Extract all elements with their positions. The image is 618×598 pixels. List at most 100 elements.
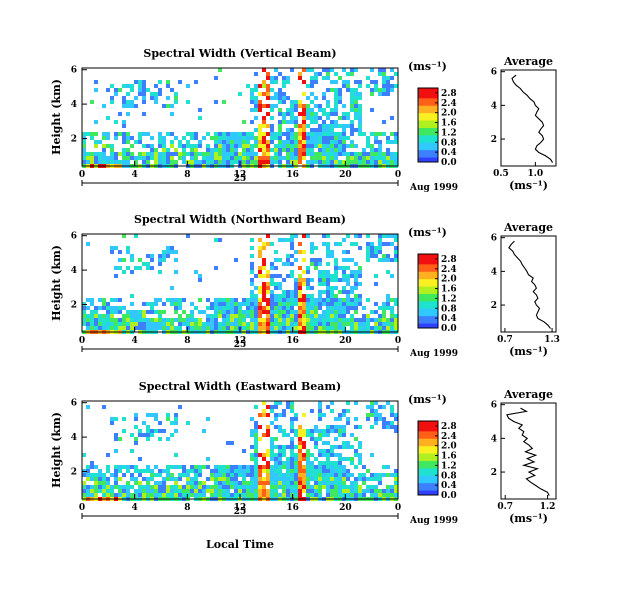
heatmap-cell: [114, 120, 118, 124]
heatmap-cell: [250, 270, 254, 274]
y-tick-label: 4: [71, 266, 77, 276]
heatmap-cell: [266, 124, 270, 128]
colorbar-swatch: [418, 100, 438, 104]
heatmap-cell: [294, 258, 298, 262]
heatmap-cell: [134, 314, 138, 318]
heatmap-cell: [218, 465, 222, 469]
heatmap-cell: [326, 148, 330, 152]
colorbar-swatch: [418, 110, 438, 114]
heatmap-cell: [258, 148, 262, 152]
heatmap-cell: [226, 493, 230, 497]
heatmap-cell: [318, 405, 322, 409]
heatmap-cell: [158, 429, 162, 433]
heatmap-cell: [374, 160, 378, 164]
heatmap-cell: [130, 433, 134, 437]
heatmap-cell: [118, 469, 122, 473]
heatmap-cell: [370, 409, 374, 413]
heatmap-cell: [250, 417, 254, 421]
heatmap-cell: [258, 108, 262, 112]
heatmap-cell: [322, 270, 326, 274]
heatmap-cell: [258, 310, 262, 314]
heatmap-cell: [382, 417, 386, 421]
heatmap-cell: [358, 322, 362, 326]
heatmap-cell: [266, 96, 270, 100]
heatmap-cell: [226, 144, 230, 148]
colorbar-swatch: [418, 421, 438, 424]
heatmap-cell: [306, 136, 310, 140]
heatmap-cell: [278, 322, 282, 326]
heatmap-cell: [170, 322, 174, 326]
heatmap-cell: [306, 278, 310, 282]
heatmap-cell: [214, 76, 218, 80]
heatmap-cell: [166, 326, 170, 330]
heatmap-cell: [238, 306, 242, 310]
heatmap-cell: [138, 473, 142, 477]
heatmap-cell: [354, 481, 358, 485]
heatmap-cell: [234, 156, 238, 160]
heatmap-cell: [166, 104, 170, 108]
heatmap-cell: [326, 290, 330, 294]
heatmap-cell: [366, 298, 370, 302]
heatmap-cell: [354, 242, 358, 246]
heatmap-cell: [342, 441, 346, 445]
average-title: Average: [503, 388, 553, 401]
heatmap-cell: [130, 326, 134, 330]
heatmap-cell: [194, 136, 198, 140]
heatmap-cell: [94, 465, 98, 469]
heatmap-cell: [346, 72, 350, 76]
heatmap-cell: [206, 318, 210, 322]
heatmap-cell: [166, 465, 170, 469]
heatmap-cell: [234, 302, 238, 306]
heatmap-cell: [146, 266, 150, 270]
heatmap-cell: [258, 286, 262, 290]
heatmap-cell: [330, 481, 334, 485]
heatmap-cell: [130, 156, 134, 160]
heatmap-cell: [266, 429, 270, 433]
heatmap-cell: [314, 140, 318, 144]
heatmap-cell: [298, 128, 302, 132]
heatmap-cell: [282, 302, 286, 306]
heatmap-cell: [250, 445, 254, 449]
heatmap-cell: [310, 485, 314, 489]
heatmap-cell: [358, 441, 362, 445]
heatmap-cell: [326, 128, 330, 132]
heatmap-cell: [166, 485, 170, 489]
heatmap-cell: [294, 493, 298, 497]
heatmap-cell: [282, 445, 286, 449]
heatmap-cell: [250, 108, 254, 112]
heatmap-cell: [158, 310, 162, 314]
heatmap-cell: [302, 124, 306, 128]
heatmap-cell: [174, 306, 178, 310]
heatmap-cell: [302, 322, 306, 326]
heatmap-cell: [290, 152, 294, 156]
heatmap-cell: [302, 310, 306, 314]
heatmap-cell: [322, 441, 326, 445]
heatmap-cell: [386, 254, 390, 258]
heatmap-cell: [266, 449, 270, 453]
heatmap-cell: [386, 156, 390, 160]
heatmap-cell: [342, 477, 346, 481]
heatmap-cell: [366, 246, 370, 250]
heatmap-cell: [146, 437, 150, 441]
heatmap-cell: [182, 152, 186, 156]
colorbar-swatch: [418, 278, 438, 282]
heatmap-cell: [382, 314, 386, 318]
heatmap-cell: [82, 148, 86, 152]
heatmap-cell: [342, 148, 346, 152]
heatmap-cell: [262, 242, 266, 246]
heatmap-cell: [350, 144, 354, 148]
heatmap-cell: [390, 298, 394, 302]
heatmap-cell: [350, 314, 354, 318]
colorbar-swatch: [418, 445, 438, 449]
heatmap-cell: [362, 306, 366, 310]
heatmap-cell: [298, 112, 302, 116]
heatmap-cell: [174, 326, 178, 330]
heatmap-cell: [278, 286, 282, 290]
heatmap-cell: [270, 326, 274, 330]
heatmap-cell: [322, 290, 326, 294]
heatmap-cell: [306, 116, 310, 120]
heatmap-cell: [238, 92, 242, 96]
heatmap-cell: [346, 136, 350, 140]
heatmap-cell: [298, 278, 302, 282]
heatmap-cell: [322, 473, 326, 477]
